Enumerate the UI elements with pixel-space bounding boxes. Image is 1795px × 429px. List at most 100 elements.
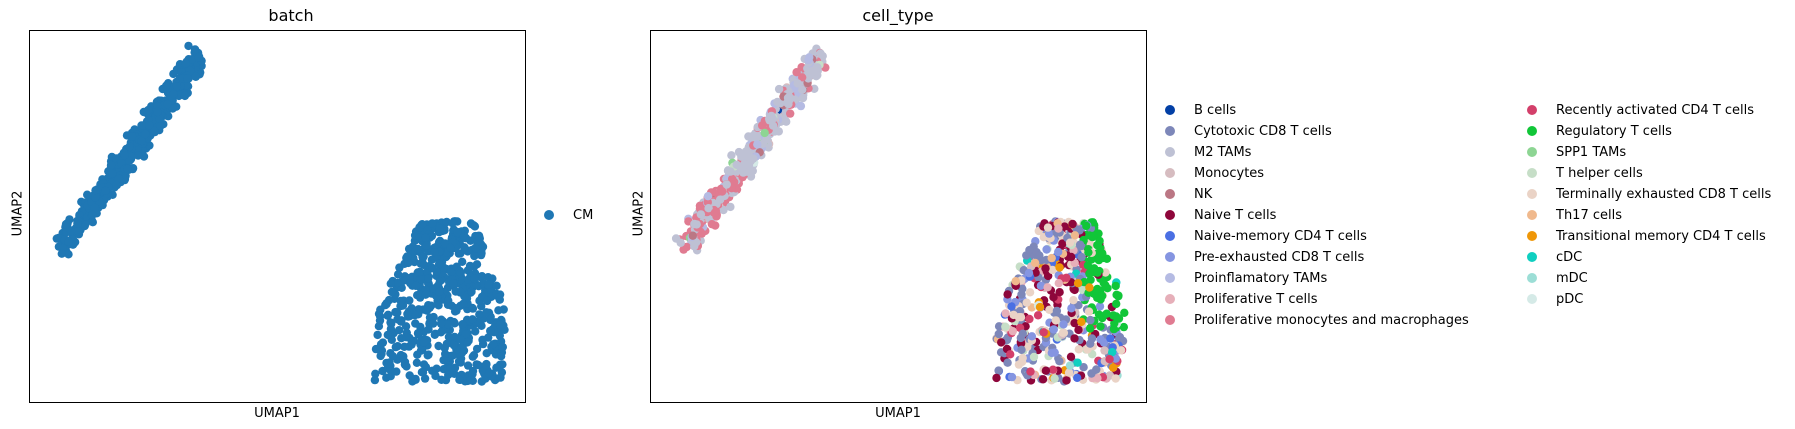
- scatter-point: [1058, 328, 1068, 337]
- scatter-point: [484, 280, 493, 289]
- scatter-point: [1043, 271, 1053, 281]
- legend-label: Transitional memory CD4 T cells: [1556, 228, 1766, 244]
- scatter-point: [120, 174, 130, 184]
- scatter-point: [139, 121, 148, 130]
- scatter-point: [774, 84, 784, 94]
- scatter-point: [418, 368, 428, 377]
- scatter-point: [411, 319, 420, 328]
- scatter-point: [1048, 365, 1058, 374]
- scatter-point: [194, 53, 204, 62]
- scatter-point: [1073, 279, 1083, 288]
- legend-item: Proliferative monocytes and macrophages: [1165, 311, 1469, 329]
- scatter-point: [419, 360, 429, 369]
- scatter-point: [386, 318, 395, 327]
- scatter-point: [419, 338, 429, 347]
- scatter-point: [1086, 315, 1095, 325]
- scatter-point: [463, 275, 473, 284]
- scatter-point: [997, 338, 1006, 347]
- legend-label: Naive T cells: [1194, 207, 1277, 223]
- scatter-point: [1007, 372, 1017, 382]
- scatter-point: [74, 226, 83, 236]
- scatter-point: [156, 121, 165, 131]
- legend-marker-icon: [1527, 294, 1537, 304]
- scatter-point: [474, 231, 484, 240]
- scatter-point: [411, 281, 420, 290]
- scatter-point: [1048, 265, 1057, 275]
- legend-marker-icon: [1165, 315, 1175, 325]
- scatter-point: [492, 281, 501, 290]
- scatter-point: [123, 164, 132, 174]
- legend-marker-icon: [1527, 252, 1537, 262]
- scatter-point: [1054, 247, 1063, 257]
- legend-label: Pre-exhausted CD8 T cells: [1194, 249, 1365, 265]
- scatter-point: [1035, 302, 1045, 312]
- scatter-point: [710, 208, 720, 217]
- legend-label: CM: [573, 207, 594, 223]
- scatter-point: [1084, 307, 1094, 316]
- legend-label: T helper cells: [1556, 165, 1643, 181]
- scatter-point: [1011, 277, 1020, 286]
- scatter-point: [758, 121, 767, 130]
- scatter-point: [762, 135, 771, 144]
- scatter-point: [482, 308, 491, 317]
- scatter-point: [435, 277, 444, 286]
- scatter-point: [732, 160, 741, 169]
- scatter-point: [439, 355, 448, 365]
- legend-item: pDC: [1527, 290, 1583, 308]
- scatter-point: [1067, 304, 1076, 313]
- scatter-point: [1074, 345, 1083, 354]
- legend-marker-icon: [1165, 126, 1175, 136]
- legend-label: Naive-memory CD4 T cells: [1194, 228, 1367, 244]
- scatter-point: [1055, 357, 1064, 366]
- scatter-point: [798, 73, 807, 82]
- legend-marker-icon: [1165, 231, 1175, 241]
- scatter-point: [393, 270, 403, 279]
- scatter-point: [1030, 258, 1040, 268]
- scatter-point: [1022, 298, 1031, 307]
- scatter-point: [792, 68, 801, 77]
- scatter-point: [1050, 374, 1059, 383]
- scatter-point: [1067, 252, 1076, 262]
- legend-marker-icon: [1165, 105, 1175, 115]
- scatter-point: [434, 259, 444, 269]
- scatter-point: [434, 301, 443, 310]
- scatter-point: [1093, 284, 1102, 294]
- scatter-point: [385, 359, 394, 368]
- scatter-point: [1100, 346, 1109, 355]
- scatter-point: [163, 99, 172, 109]
- scatter-point: [376, 351, 385, 361]
- scatter-point: [1109, 363, 1118, 372]
- scatter-point: [137, 136, 146, 146]
- scatter-point: [73, 219, 82, 228]
- scatter-point: [1066, 352, 1076, 361]
- legend-item: Cytotoxic CD8 T cells: [1165, 122, 1332, 140]
- scatter-point: [467, 287, 476, 296]
- scatter-point: [1065, 238, 1075, 247]
- scatter-point: [387, 287, 397, 297]
- legend-marker-icon: [1165, 147, 1175, 157]
- scatter-point: [448, 279, 458, 288]
- scatter-point: [1055, 288, 1064, 297]
- scatter-point: [127, 132, 137, 141]
- legend-marker-icon: [1527, 168, 1537, 178]
- scatter-point: [465, 261, 475, 271]
- scatter-point: [383, 330, 392, 340]
- legend-label: Recently activated CD4 T cells: [1556, 102, 1755, 118]
- cell-type-plot-area: [650, 30, 1147, 403]
- scatter-point: [1069, 296, 1078, 305]
- scatter-point: [1055, 263, 1064, 272]
- scatter-point: [734, 147, 744, 157]
- scatter-point: [65, 215, 74, 224]
- scatter-point: [1017, 345, 1026, 354]
- scatter-point: [1064, 368, 1074, 377]
- scatter-point: [383, 310, 393, 319]
- scatter-point: [172, 82, 182, 91]
- scatter-point: [1043, 223, 1053, 232]
- scatter-point: [57, 249, 66, 258]
- scatter-point: [1036, 281, 1046, 290]
- scatter-point: [88, 218, 97, 227]
- legend-label: NK: [1194, 186, 1213, 202]
- scatter-point: [1007, 302, 1016, 311]
- scatter-point: [470, 274, 479, 284]
- scatter-point: [401, 322, 411, 331]
